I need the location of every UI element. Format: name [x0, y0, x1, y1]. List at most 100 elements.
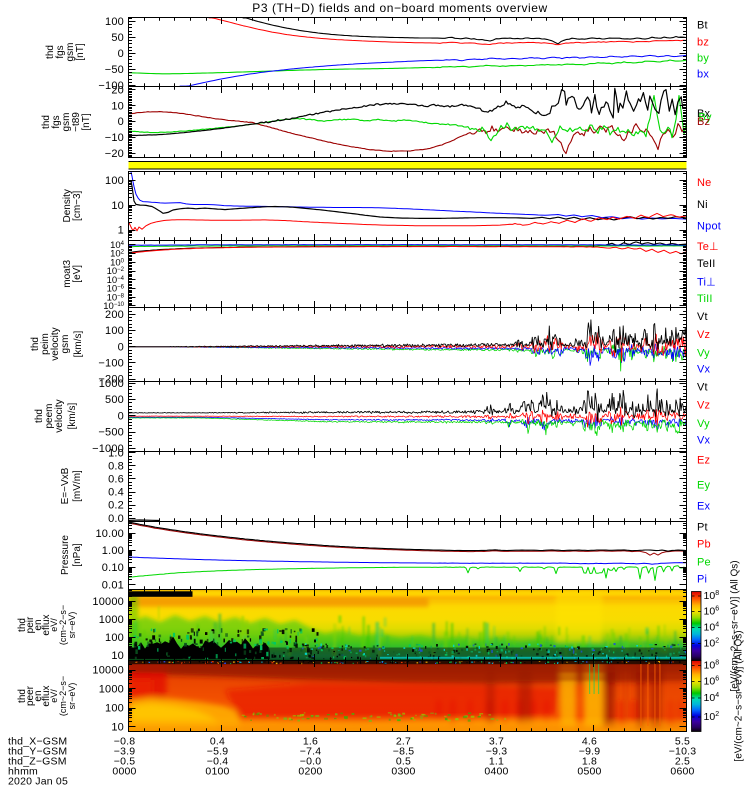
svg-text:[cm−3]: [cm−3] — [72, 190, 83, 221]
svg-text:100: 100 — [105, 325, 124, 337]
svg-text:[mV/m]: [mV/m] — [72, 470, 83, 502]
svg-text:−50: −50 — [105, 64, 124, 76]
svg-text:Te⊥: Te⊥ — [697, 241, 719, 253]
svg-text:3.7: 3.7 — [489, 736, 504, 748]
svg-text:50: 50 — [111, 32, 124, 44]
svg-text:thd: thd — [45, 45, 56, 59]
svg-text:Ti⊥: Ti⊥ — [697, 277, 716, 289]
svg-text:Vx: Vx — [697, 435, 711, 447]
svg-text:eV/: eV/ — [49, 689, 59, 703]
svg-text:1.6: 1.6 — [303, 736, 318, 748]
svg-text:Vy: Vy — [697, 418, 710, 430]
svg-text:2.5: 2.5 — [675, 756, 690, 768]
svg-text:5.5: 5.5 — [675, 736, 690, 748]
svg-text:thd: thd — [30, 337, 41, 351]
svg-text:10: 10 — [111, 650, 124, 662]
svg-text:104: 104 — [110, 240, 125, 251]
svg-text:[nT]: [nT] — [81, 113, 92, 130]
svg-text:P3 (TH−D) fields and on−board: P3 (TH−D) fields and on−board moments ov… — [252, 1, 547, 15]
svg-text:−10.3: −10.3 — [669, 746, 697, 758]
svg-text:eflux: eflux — [41, 614, 52, 635]
svg-text:10−10: 10−10 — [103, 301, 124, 312]
svg-text:Vt: Vt — [697, 382, 708, 394]
svg-text:eflux: eflux — [41, 685, 52, 706]
svg-text:−500: −500 — [98, 427, 124, 439]
svg-text:−0.0: −0.0 — [300, 756, 322, 768]
svg-text:1000: 1000 — [99, 684, 124, 696]
svg-text:1000: 1000 — [99, 614, 124, 626]
svg-text:thd: thd — [34, 409, 45, 423]
svg-text:0.10: 0.10 — [102, 562, 124, 574]
svg-text:−0.4: −0.4 — [207, 756, 229, 768]
svg-text:0.6: 0.6 — [108, 474, 124, 486]
svg-text:thd_Z−GSM: thd_Z−GSM — [8, 756, 67, 768]
svg-text:10−4: 10−4 — [107, 275, 125, 286]
svg-text:Bz: Bz — [697, 116, 710, 128]
svg-text:10−2: 10−2 — [107, 266, 125, 277]
svg-text:20: 20 — [111, 84, 124, 96]
svg-text:10000: 10000 — [92, 665, 124, 677]
svg-text:Pressure: Pressure — [60, 535, 71, 575]
svg-text:0.4: 0.4 — [108, 487, 124, 499]
svg-text:Vx: Vx — [697, 364, 711, 376]
svg-text:velocity: velocity — [54, 399, 65, 432]
svg-text:−3.9: −3.9 — [114, 746, 136, 758]
svg-text:10: 10 — [111, 100, 124, 112]
svg-text:−7.4: −7.4 — [300, 746, 322, 758]
svg-text:peer: peer — [25, 685, 36, 706]
svg-text:thd: thd — [17, 618, 28, 632]
svg-text:[eV/(cm~2−s−sr−eV)] (All Qs): [eV/(cm~2−s−sr−eV)] (All Qs) — [734, 630, 745, 761]
svg-text:gsm: gsm — [61, 113, 72, 132]
svg-text:1000: 1000 — [99, 378, 124, 390]
svg-text:4.6: 4.6 — [582, 736, 597, 748]
svg-text:−100: −100 — [98, 80, 124, 92]
svg-text:gsm: gsm — [65, 43, 76, 62]
svg-text:10−6: 10−6 — [107, 284, 125, 295]
svg-text:0: 0 — [118, 48, 124, 60]
svg-text:−1000: −1000 — [92, 443, 124, 455]
svg-text:TeII: TeII — [697, 258, 716, 270]
svg-text:fgs: fgs — [51, 115, 62, 128]
svg-text:sr−eV): sr−eV) — [67, 683, 77, 710]
svg-text:1: 1 — [118, 225, 124, 237]
svg-text:Npot: Npot — [697, 221, 721, 233]
svg-text:peir: peir — [25, 616, 36, 633]
svg-text:100: 100 — [105, 16, 124, 28]
svg-text:100: 100 — [105, 703, 124, 715]
svg-text:2020 Jan 05: 2020 Jan 05 — [8, 776, 68, 788]
svg-text:bx: bx — [697, 69, 709, 81]
svg-text:Vy: Vy — [697, 348, 710, 360]
svg-text:en: en — [33, 690, 44, 701]
svg-text:thd_Y−GSM: thd_Y−GSM — [8, 746, 67, 758]
svg-text:Ey: Ey — [697, 480, 711, 492]
svg-text:(cm~2−s−: (cm~2−s− — [58, 676, 68, 716]
svg-text:peem: peem — [44, 403, 55, 428]
svg-text:bz: bz — [697, 37, 709, 49]
svg-text:Bx: Bx — [697, 108, 711, 120]
svg-text:TiII: TiII — [697, 293, 713, 305]
svg-text:sr−eV): sr−eV) — [67, 612, 77, 639]
svg-text:Pe: Pe — [697, 557, 711, 569]
svg-text:thd: thd — [17, 689, 28, 703]
svg-text:en: en — [33, 619, 44, 630]
svg-text:Bt: Bt — [697, 20, 708, 32]
svg-text:Ne: Ne — [697, 177, 711, 189]
svg-text:fgs: fgs — [55, 45, 66, 58]
svg-text:−t89: −t89 — [71, 112, 82, 132]
svg-text:500: 500 — [105, 394, 124, 406]
svg-text:hhmm: hhmm — [8, 766, 38, 778]
svg-text:102: 102 — [110, 249, 125, 260]
svg-text:−0.5: −0.5 — [114, 756, 136, 768]
svg-text:−9.9: −9.9 — [579, 746, 601, 758]
svg-text:10: 10 — [111, 722, 124, 734]
svg-text:eV/: eV/ — [49, 618, 59, 632]
svg-text:0: 0 — [118, 341, 124, 353]
svg-text:Ni: Ni — [697, 199, 708, 211]
svg-text:gsm: gsm — [60, 335, 71, 354]
svg-text:Pi: Pi — [697, 574, 707, 586]
svg-text:[nPa]: [nPa] — [72, 543, 83, 567]
svg-text:−20: −20 — [105, 148, 124, 160]
svg-text:0.01: 0.01 — [102, 579, 124, 591]
svg-text:10−8: 10−8 — [107, 292, 125, 303]
svg-text:200: 200 — [105, 309, 124, 321]
